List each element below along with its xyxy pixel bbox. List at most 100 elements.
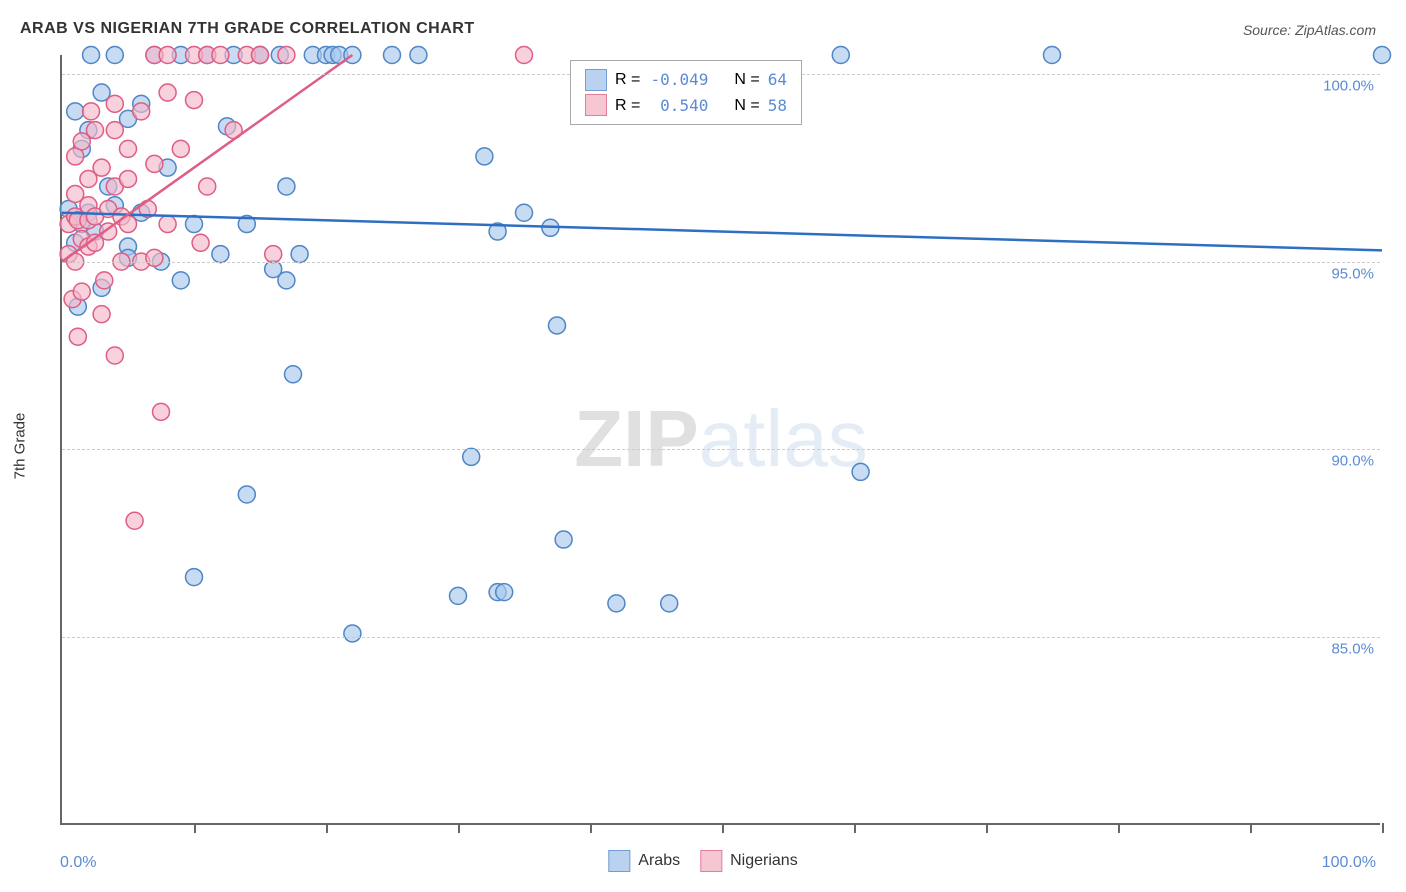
data-point[interactable] (555, 531, 572, 548)
data-point[interactable] (120, 170, 137, 187)
y-axis-label: 7th Grade (12, 413, 29, 480)
data-point[interactable] (67, 103, 84, 120)
x-axis-start-label: 0.0% (60, 854, 96, 872)
regression-line (62, 213, 1382, 251)
data-point[interactable] (291, 246, 308, 263)
data-point[interactable] (476, 148, 493, 165)
data-point[interactable] (159, 47, 176, 64)
legend-bottom-item: Nigerians (700, 850, 798, 872)
data-point[interactable] (278, 272, 295, 289)
data-point[interactable] (344, 625, 361, 642)
r-label: R = (615, 93, 640, 119)
gridline (62, 262, 1380, 263)
data-point[interactable] (212, 246, 229, 263)
data-point[interactable] (93, 306, 110, 323)
data-point[interactable] (93, 159, 110, 176)
data-point[interactable] (516, 204, 533, 221)
source-attribution: Source: ZipAtlas.com (1243, 22, 1376, 38)
data-point[interactable] (146, 249, 163, 266)
data-point[interactable] (133, 103, 150, 120)
data-point[interactable] (186, 92, 203, 109)
gridline (62, 449, 1380, 450)
legend-swatch (585, 94, 607, 116)
data-point[interactable] (159, 84, 176, 101)
data-point[interactable] (73, 283, 90, 300)
data-point[interactable] (106, 47, 123, 64)
data-point[interactable] (172, 140, 189, 157)
n-label: N = (734, 93, 759, 119)
source-link[interactable]: ZipAtlas.com (1295, 22, 1376, 38)
data-point[interactable] (852, 463, 869, 480)
legend-bottom-label: Nigerians (730, 852, 798, 870)
legend-bottom-label: Arabs (638, 852, 680, 870)
x-tick (590, 823, 592, 833)
data-point[interactable] (153, 403, 170, 420)
data-point[interactable] (463, 448, 480, 465)
data-point[interactable] (159, 216, 176, 233)
data-point[interactable] (172, 272, 189, 289)
y-tick-label: 90.0% (1331, 453, 1374, 470)
data-point[interactable] (1044, 47, 1061, 64)
data-point[interactable] (410, 47, 427, 64)
data-point[interactable] (212, 47, 229, 64)
data-point[interactable] (186, 216, 203, 233)
chart-svg (62, 55, 1380, 823)
data-point[interactable] (83, 47, 100, 64)
chart-title: ARAB VS NIGERIAN 7TH GRADE CORRELATION C… (20, 20, 475, 38)
data-point[interactable] (238, 486, 255, 503)
data-point[interactable] (608, 595, 625, 612)
x-axis-end-label: 100.0% (1322, 854, 1376, 872)
n-value: 58 (768, 93, 787, 119)
legend-swatch (585, 69, 607, 91)
x-tick (194, 823, 196, 833)
gridline (62, 637, 1380, 638)
y-tick-label: 100.0% (1323, 77, 1374, 94)
n-label: N = (734, 67, 759, 93)
data-point[interactable] (384, 47, 401, 64)
r-value: -0.049 (648, 67, 708, 93)
data-point[interactable] (285, 366, 302, 383)
data-point[interactable] (661, 595, 678, 612)
legend-row: R = -0.049 N = 64 (585, 67, 787, 93)
data-point[interactable] (278, 47, 295, 64)
plot-area: ZIPatlas 100.0%95.0%90.0%85.0% (60, 55, 1380, 825)
data-point[interactable] (87, 122, 104, 139)
data-point[interactable] (106, 122, 123, 139)
legend-bottom-item: Arabs (608, 850, 680, 872)
n-value: 64 (768, 67, 787, 93)
x-tick (1118, 823, 1120, 833)
y-tick-label: 85.0% (1331, 641, 1374, 658)
legend-top: R = -0.049 N = 64 R = 0.540 N = 58 (570, 60, 802, 125)
source-prefix: Source: (1243, 22, 1295, 38)
x-tick (854, 823, 856, 833)
data-point[interactable] (252, 47, 269, 64)
data-point[interactable] (126, 512, 143, 529)
data-point[interactable] (192, 234, 209, 251)
data-point[interactable] (120, 140, 137, 157)
data-point[interactable] (832, 47, 849, 64)
data-point[interactable] (106, 95, 123, 112)
x-tick (326, 823, 328, 833)
data-point[interactable] (83, 103, 100, 120)
data-point[interactable] (265, 246, 282, 263)
r-label: R = (615, 67, 640, 93)
data-point[interactable] (69, 328, 86, 345)
legend-row: R = 0.540 N = 58 (585, 93, 787, 119)
x-tick (1382, 823, 1384, 833)
data-point[interactable] (106, 347, 123, 364)
data-point[interactable] (278, 178, 295, 195)
r-value: 0.540 (648, 93, 708, 119)
x-tick (986, 823, 988, 833)
data-point[interactable] (186, 569, 203, 586)
data-point[interactable] (146, 155, 163, 172)
data-point[interactable] (1374, 47, 1391, 64)
data-point[interactable] (199, 178, 216, 195)
legend-swatch (608, 850, 630, 872)
y-tick-label: 95.0% (1331, 265, 1374, 282)
data-point[interactable] (96, 272, 113, 289)
data-point[interactable] (516, 47, 533, 64)
x-tick (1250, 823, 1252, 833)
data-point[interactable] (496, 584, 513, 601)
data-point[interactable] (549, 317, 566, 334)
data-point[interactable] (450, 587, 467, 604)
